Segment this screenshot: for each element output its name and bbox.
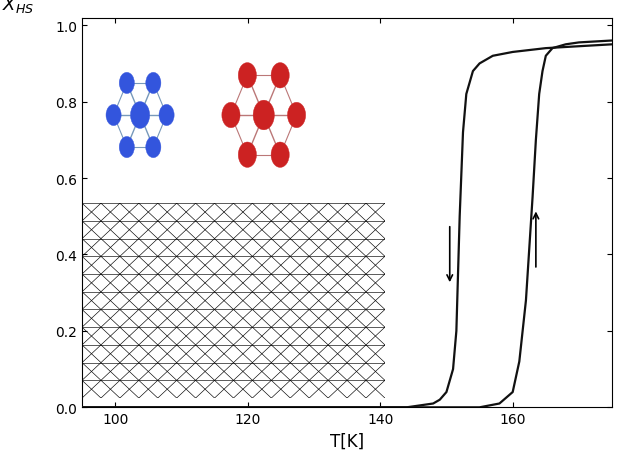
- Circle shape: [271, 63, 289, 89]
- Circle shape: [159, 105, 174, 126]
- Text: $X_{HS}$: $X_{HS}$: [2, 0, 34, 15]
- Circle shape: [146, 73, 161, 94]
- Circle shape: [222, 103, 240, 128]
- Circle shape: [271, 143, 289, 168]
- Circle shape: [239, 63, 256, 89]
- Circle shape: [119, 73, 134, 94]
- Circle shape: [253, 101, 274, 131]
- Circle shape: [119, 137, 134, 158]
- Circle shape: [239, 143, 256, 168]
- Circle shape: [106, 105, 121, 126]
- X-axis label: T[K]: T[K]: [330, 432, 364, 450]
- Circle shape: [146, 137, 161, 158]
- Circle shape: [131, 102, 150, 129]
- Circle shape: [288, 103, 305, 128]
